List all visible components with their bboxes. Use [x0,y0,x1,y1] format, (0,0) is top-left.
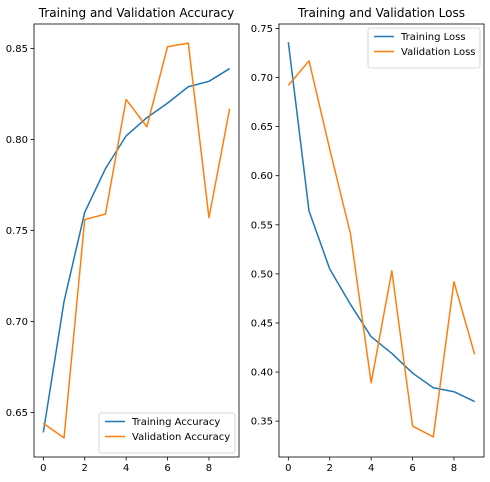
x-tick-label: 6 [164,463,170,474]
y-tick-label: 0.65 [6,408,28,419]
x-tick-label: 0 [40,463,46,474]
axes-frame [33,23,240,458]
y-tick-label: 0.40 [251,368,273,379]
y-tick-label: 0.55 [251,220,273,231]
y-tick-label: 0.75 [251,24,273,35]
accuracy-chart: Training and Validation Accuracy 0 2 4 6 8 0.6… [6,6,240,474]
series-line-training-accuracy [42,67,231,433]
legend-label: Training Accuracy [131,417,220,428]
legend-box [367,27,481,69]
x-tick-label: 2 [82,463,88,474]
loss-chart: Training and Validation Loss 0 2 4 6 8 0.35 0.4… [251,6,485,474]
series-line-validation-accuracy [42,42,231,439]
chart-title: Training and Validation Accuracy [38,6,234,20]
legend: Training Accuracy Validation Accuracy [98,412,236,454]
x-tick-label: 2 [327,463,333,474]
legend-box [98,412,236,454]
series-line-validation-loss [287,60,476,438]
x-tick-label: 4 [123,463,129,474]
x-tick-label: 8 [206,463,212,474]
x-tick-label: 6 [409,463,415,474]
y-tick-label: 0.50 [251,269,273,280]
y-tick-label: 0.70 [6,317,28,328]
series-line-training-loss [287,42,476,403]
legend-label: Training Loss [400,32,466,43]
legend: Training Loss Validation Loss [367,27,481,69]
chart-title: Training and Validation Loss [297,6,465,20]
x-tick-label: 0 [285,463,291,474]
y-tick-label: 0.80 [6,135,28,146]
x-tick-label: 4 [368,463,374,474]
y-tick-label: 0.45 [251,318,273,329]
x-tick-label: 8 [451,463,457,474]
y-tick-label: 0.65 [251,122,273,133]
legend-label: Validation Loss [401,47,476,58]
axes-frame [278,23,485,458]
y-tick-label: 0.75 [6,226,28,237]
y-tick-label: 0.35 [251,417,273,428]
y-tick-label: 0.60 [251,171,273,182]
y-tick-label: 0.70 [251,73,273,84]
y-tick-label: 0.85 [6,44,28,55]
legend-label: Validation Accuracy [132,432,230,443]
